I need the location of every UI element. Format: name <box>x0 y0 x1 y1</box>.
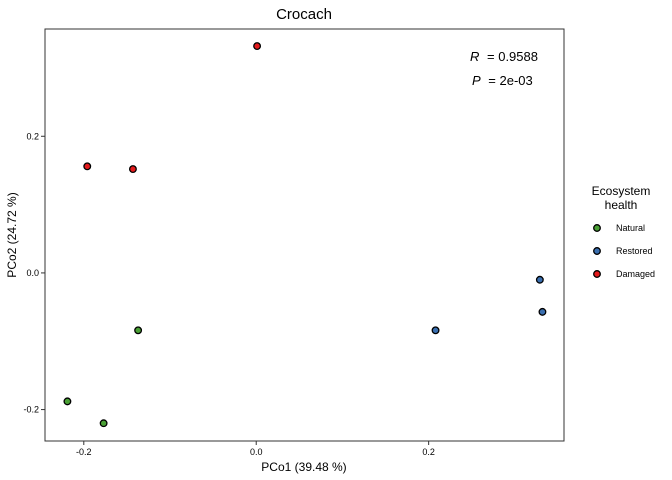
point-damaged <box>83 162 92 171</box>
point-natural <box>63 397 72 406</box>
legend-title-line1: Ecosystem <box>592 184 651 198</box>
r-symbol: R <box>470 49 479 64</box>
y-tick-label: 0.2 <box>26 131 39 141</box>
y-tick-label: 0.0 <box>26 268 39 278</box>
r-value: = 0.9588 <box>487 49 538 64</box>
y-axis: -0.2 0.0 0.2 <box>23 131 45 415</box>
point-restored <box>535 275 544 284</box>
p-symbol: P <box>472 73 481 88</box>
point-damaged <box>253 42 262 51</box>
point-restored <box>538 307 547 316</box>
point-damaged <box>128 165 137 174</box>
plot-panel <box>44 28 565 442</box>
x-axis-title: PCo1 (39.48 %) <box>261 460 346 474</box>
legend-key-natural <box>593 224 601 232</box>
p-value: = 2e-03 <box>488 73 532 88</box>
point-natural <box>99 419 108 428</box>
y-axis-title: PCo2 (24.72 %) <box>5 192 19 277</box>
point-restored <box>431 326 440 335</box>
x-tick-label: 0.0 <box>250 447 263 457</box>
legend-title-line2: health <box>605 198 638 212</box>
x-tick-label: 0.2 <box>422 447 435 457</box>
y-tick-label: -0.2 <box>23 405 39 415</box>
p-statistic: P = 2e-03 <box>472 73 533 88</box>
chart-title: Crocach <box>276 6 332 23</box>
x-axis: -0.2 0.0 0.2 <box>76 441 435 457</box>
legend-label-damaged: Damaged <box>616 269 655 279</box>
data-points <box>63 42 547 428</box>
legend: Ecosystem health Natural Restored Damaged <box>592 184 655 279</box>
legend-key-restored <box>593 247 601 255</box>
point-natural <box>134 326 143 335</box>
legend-key-damaged <box>593 270 601 278</box>
legend-label-restored: Restored <box>616 246 653 256</box>
x-tick-label: -0.2 <box>76 447 92 457</box>
r-statistic: R = 0.9588 <box>470 49 538 64</box>
legend-label-natural: Natural <box>616 223 645 233</box>
